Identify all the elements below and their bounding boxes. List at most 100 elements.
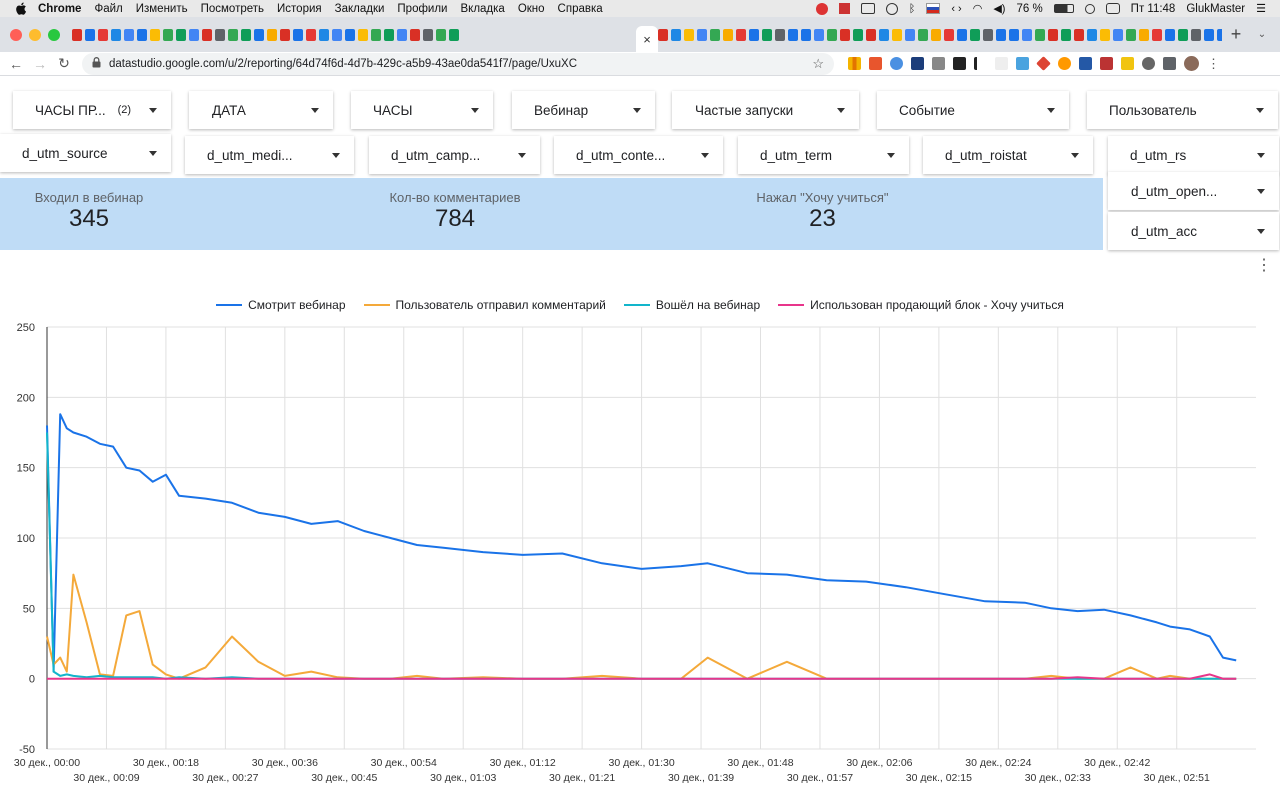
tab-favicon-icon[interactable] xyxy=(1204,28,1214,41)
tab-favicon-icon[interactable] xyxy=(1022,28,1032,41)
tab-favicon-icon[interactable] xyxy=(1217,28,1222,41)
filter-utm-acc[interactable]: d_utm_acc xyxy=(1108,212,1279,250)
notification-list-icon[interactable]: ☰ xyxy=(1256,3,1266,15)
tab-favicon-icon[interactable] xyxy=(892,28,902,41)
tab-favicon-icon[interactable] xyxy=(918,28,928,41)
filter-utm-rs[interactable]: d_utm_rs xyxy=(1108,136,1279,174)
tab-favicon-icon[interactable] xyxy=(957,28,967,41)
kpi-want-to-learn[interactable]: Нажал "Хочу учиться" 23 xyxy=(745,190,900,233)
active-tab[interactable]: × xyxy=(636,26,658,52)
profile-avatar[interactable] xyxy=(1184,56,1199,71)
tab-favicon-icon[interactable] xyxy=(762,28,772,41)
tab-favicon-icon[interactable] xyxy=(736,28,746,41)
tab-favicon-icon[interactable] xyxy=(697,28,707,41)
kpi-comments-count[interactable]: Кол-во комментариев 784 xyxy=(375,190,535,233)
kpi-joined-webinar[interactable]: Входил в вебинар 345 xyxy=(14,190,164,233)
legend-item-watching[interactable]: Смотрит вебинар xyxy=(216,298,346,312)
tab-favicon-icon[interactable] xyxy=(163,28,173,41)
iq-extension-icon[interactable] xyxy=(1016,57,1029,70)
tab-favicon-icon[interactable] xyxy=(658,28,668,41)
tab-favicon-icon[interactable] xyxy=(436,28,446,41)
tab-favicon-icon[interactable] xyxy=(866,28,876,41)
seo-extension-icon[interactable] xyxy=(1079,57,1092,70)
tab-favicon-icon[interactable] xyxy=(1191,28,1201,41)
tab-favicon-icon[interactable] xyxy=(124,28,134,41)
legend-item-sales-block[interactable]: Использован продающий блок - Хочу учитьс… xyxy=(778,298,1064,312)
tab-favicon-icon[interactable] xyxy=(671,28,681,41)
back-icon[interactable]: ← xyxy=(9,55,23,72)
tab-favicon-icon[interactable] xyxy=(905,28,915,41)
tab-favicon-icon[interactable] xyxy=(970,28,980,41)
tab-favicon-icon[interactable] xyxy=(319,28,329,41)
reload-icon[interactable]: ↻ xyxy=(58,55,70,71)
tab-favicon-icon[interactable] xyxy=(1126,28,1136,41)
tab-favicon-icon[interactable] xyxy=(710,28,720,41)
chevron-extension-icon[interactable] xyxy=(974,57,987,70)
tab-favicon-icon[interactable] xyxy=(189,28,199,41)
filter-utm-campaign[interactable]: d_utm_camp... xyxy=(369,136,540,174)
menu-window[interactable]: Окно xyxy=(517,2,545,15)
filter-hours-pr[interactable]: ЧАСЫ ПР... (2) xyxy=(13,91,171,129)
circle-extension-icon[interactable] xyxy=(1142,57,1155,70)
tab-favicon-icon[interactable] xyxy=(241,28,251,41)
minimize-window-icon[interactable] xyxy=(29,28,41,41)
tab-favicon-icon[interactable] xyxy=(306,28,316,41)
tab-favicon-icon[interactable] xyxy=(293,28,303,41)
at-extension-icon[interactable] xyxy=(890,57,903,70)
tab-favicon-icon[interactable] xyxy=(983,28,993,41)
menu-chrome[interactable]: Chrome xyxy=(38,2,82,15)
tab-favicon-icon[interactable] xyxy=(879,28,889,41)
filter-webinar[interactable]: Вебинар xyxy=(512,91,655,129)
filter-utm-roistat[interactable]: d_utm_roistat xyxy=(923,136,1093,174)
extensions-puzzle-icon[interactable] xyxy=(1163,57,1176,70)
volume-icon[interactable]: ◀) xyxy=(993,3,1006,15)
tab-favicon-icon[interactable] xyxy=(384,28,394,41)
forward-icon[interactable]: → xyxy=(33,55,47,72)
code-icon[interactable]: ‹ › xyxy=(951,2,962,15)
tab-favicon-icon[interactable] xyxy=(1009,28,1019,41)
filter-utm-source[interactable]: d_utm_source xyxy=(0,134,171,172)
tab-favicon-icon[interactable] xyxy=(215,28,225,41)
tab-favicon-icon[interactable] xyxy=(775,28,785,41)
bluetooth-icon[interactable]: ᛒ xyxy=(908,2,916,15)
tab-favicon-icon[interactable] xyxy=(85,28,95,41)
new-tab-button[interactable]: + xyxy=(1230,24,1242,44)
menu-tab[interactable]: Вкладка xyxy=(460,2,505,15)
close-tab-icon[interactable]: × xyxy=(643,31,651,47)
tab-favicon-icon[interactable] xyxy=(202,28,212,41)
diamond-extension-icon[interactable] xyxy=(1036,56,1051,71)
screen-icon[interactable] xyxy=(860,3,875,14)
chart-more-options-icon[interactable]: ⋮ xyxy=(1256,257,1272,274)
tab-favicon-icon[interactable] xyxy=(397,28,407,41)
tab-favicon-icon[interactable] xyxy=(1113,28,1123,41)
filter-utm-medium[interactable]: d_utm_medi... xyxy=(185,136,354,174)
time-machine-icon[interactable] xyxy=(885,2,898,15)
tab-favicon-icon[interactable] xyxy=(267,28,277,41)
tab-favicon-icon[interactable] xyxy=(254,28,264,41)
tab-favicon-icon[interactable] xyxy=(1178,28,1188,41)
filter-date[interactable]: ДАТА xyxy=(189,91,333,129)
legend-item-comments[interactable]: Пользователь отправил комментарий xyxy=(363,298,606,312)
tab-favicon-icon[interactable] xyxy=(684,28,694,41)
spotlight-icon[interactable] xyxy=(1084,3,1095,14)
clock[interactable]: Пт 11:48 xyxy=(1130,2,1176,15)
tab-favicon-icon[interactable] xyxy=(410,28,420,41)
tab-favicon-icon[interactable] xyxy=(1165,28,1175,41)
apple-menu-icon[interactable] xyxy=(14,2,28,16)
xpath-extension-icon[interactable] xyxy=(953,57,966,70)
tab-favicon-icon[interactable] xyxy=(788,28,798,41)
wifi-icon[interactable]: ◠ xyxy=(972,3,983,15)
menu-edit[interactable]: Изменить xyxy=(135,2,188,15)
tab-favicon-icon[interactable] xyxy=(332,28,342,41)
filter-utm-content[interactable]: d_utm_conte... xyxy=(554,136,723,174)
tab-favicon-icon[interactable] xyxy=(371,28,381,41)
menu-view[interactable]: Посмотреть xyxy=(200,2,265,15)
tab-favicon-icon[interactable] xyxy=(98,28,108,41)
filter-event[interactable]: Событие xyxy=(877,91,1069,129)
close-window-icon[interactable] xyxy=(10,28,22,41)
menu-bookmarks[interactable]: Закладки xyxy=(334,2,385,15)
tab-favicon-icon[interactable] xyxy=(749,28,759,41)
chrome-menu-icon[interactable]: ⋮ xyxy=(1207,55,1220,71)
tab-favicon-icon[interactable] xyxy=(423,28,433,41)
menu-help[interactable]: Справка xyxy=(557,2,603,15)
